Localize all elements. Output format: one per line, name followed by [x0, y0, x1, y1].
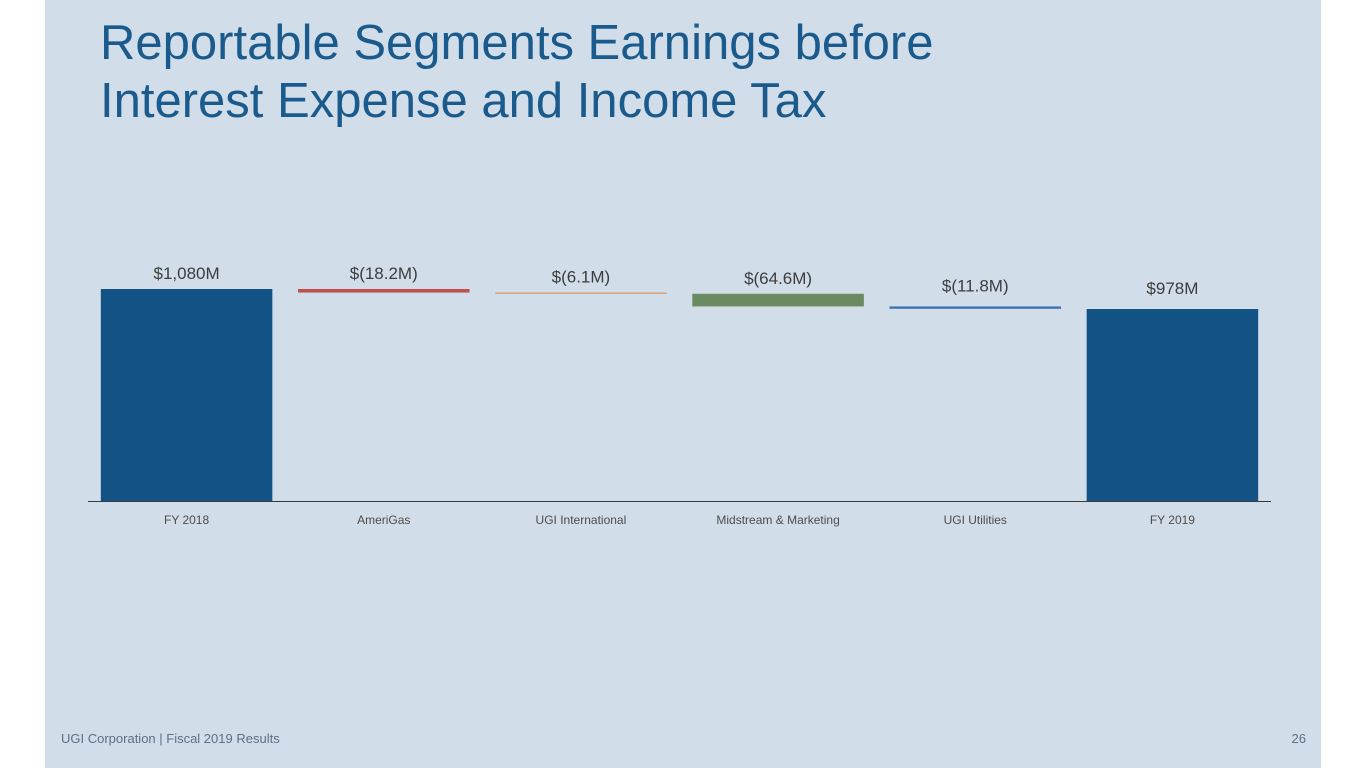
x-tick-label-6: FY 2019 [1150, 513, 1195, 527]
slide-title-line-1: Reportable Segments Earnings before [100, 16, 934, 70]
chart-bar-6 [1086, 309, 1259, 501]
slide-title-line-2: Interest Expense and Income Tax [100, 74, 827, 128]
x-tick-label-1: FY 2018 [164, 513, 209, 527]
data-label-5: $(11.8M) [942, 276, 1009, 295]
data-label-1: $1,080M [153, 264, 219, 283]
footer-text: UGI Corporation | Fiscal 2019 Results [61, 731, 280, 746]
data-label-2: $(18.2M) [350, 264, 418, 283]
x-tick-label-5: UGI Utilities [944, 513, 1007, 527]
data-label-4: $(64.6M) [744, 269, 812, 288]
page-number: 26 [1291, 731, 1306, 746]
data-label-3: $(6.1M) [552, 268, 611, 287]
chart-bar-1 [100, 289, 273, 501]
data-label-6: $978M [1146, 279, 1198, 298]
chart-bar-2 [297, 289, 470, 293]
chart-bar-3 [495, 292, 667, 294]
slide-title: Reportable Segments Earnings before Inte… [100, 14, 1200, 130]
x-tick-label-2: AmeriGas [357, 513, 410, 527]
x-tick-label-4: Midstream & Marketing [716, 513, 839, 527]
x-tick-label-3: UGI International [536, 513, 627, 527]
chart-bar-4 [692, 293, 864, 307]
chart-bar-5 [889, 306, 1062, 309]
